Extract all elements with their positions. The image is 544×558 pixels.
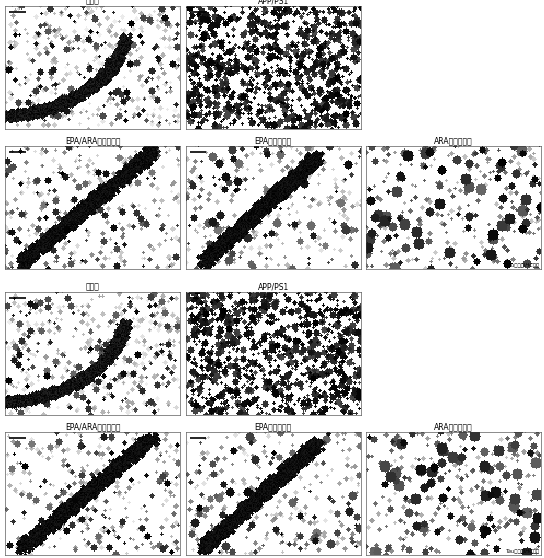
Title: EPA/ARA型缩醒磷脂: EPA/ARA型缩醒磷脂 bbox=[65, 422, 121, 432]
Title: EPA型缩醒磷脂: EPA型缩醒磷脂 bbox=[255, 137, 292, 146]
Title: EPA/ARA型缩醒磷脂: EPA/ARA型缩醒磷脂 bbox=[65, 137, 121, 146]
Title: APP/PS1: APP/PS1 bbox=[258, 0, 289, 6]
Title: ARA型缩醒磷脂: ARA型缩醒磷脂 bbox=[435, 422, 473, 432]
Title: EPA型缩醒磷脂: EPA型缩醒磷脂 bbox=[255, 422, 292, 432]
Title: ARA型缩醒磷脂: ARA型缩醒磷脂 bbox=[435, 137, 473, 146]
Text: Tau蛋白质IHC阐色: Tau蛋白质IHC阐色 bbox=[505, 549, 540, 554]
Title: 野生型: 野生型 bbox=[86, 0, 100, 6]
Title: 野生型: 野生型 bbox=[86, 282, 100, 291]
Title: APP/PS1: APP/PS1 bbox=[258, 282, 289, 291]
Text: Tau蛋白质IHC阐色: Tau蛋白质IHC阐色 bbox=[505, 263, 540, 268]
